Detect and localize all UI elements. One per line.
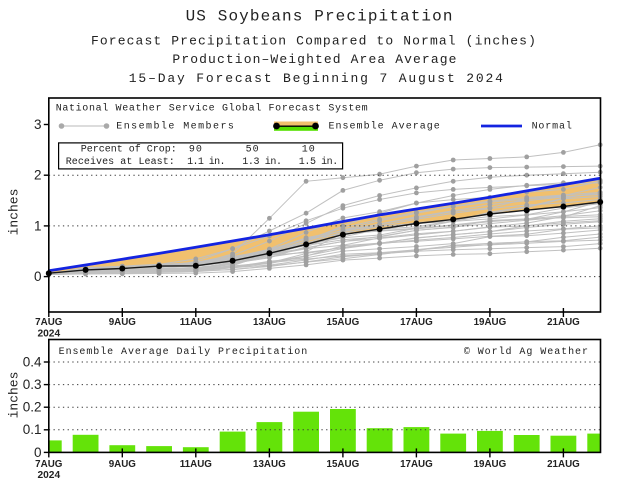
svg-text:90: 90 <box>189 145 203 156</box>
svg-text:17AUG: 17AUG <box>400 459 433 470</box>
svg-text:Production–Weighted Area Avera: Production–Weighted Area Average <box>172 52 457 67</box>
svg-text:1.5 in.: 1.5 in. <box>299 156 338 168</box>
svg-text:9AUG: 9AUG <box>109 317 137 328</box>
svg-text:inches: inches <box>7 189 22 236</box>
svg-text:Ensemble Average: Ensemble Average <box>328 120 440 132</box>
svg-text:Percent of Crop:: Percent of Crop: <box>81 144 177 156</box>
svg-text:7AUG: 7AUG <box>35 317 63 328</box>
svg-text:0.1: 0.1 <box>23 422 42 437</box>
svg-text:19AUG: 19AUG <box>474 459 507 470</box>
svg-text:Ensemble Members: Ensemble Members <box>116 120 235 132</box>
svg-text:13AUG: 13AUG <box>253 317 286 328</box>
svg-text:10: 10 <box>302 145 316 156</box>
svg-text:17AUG: 17AUG <box>400 317 433 328</box>
svg-text:0.4: 0.4 <box>23 354 42 369</box>
svg-text:Forecast Precipitation Compare: Forecast Precipitation Compared to Norma… <box>91 33 537 48</box>
svg-text:19AUG: 19AUG <box>474 317 507 328</box>
svg-text:2024: 2024 <box>37 328 60 339</box>
svg-text:0.3: 0.3 <box>23 377 42 392</box>
svg-text:15AUG: 15AUG <box>327 459 360 470</box>
svg-text:11AUG: 11AUG <box>180 317 213 328</box>
svg-text:Normal: Normal <box>532 120 573 132</box>
svg-text:15AUG: 15AUG <box>327 317 360 328</box>
svg-text:3: 3 <box>34 117 42 132</box>
svg-text:0: 0 <box>34 269 42 284</box>
svg-text:0.2: 0.2 <box>23 400 42 415</box>
svg-text:9AUG: 9AUG <box>109 459 137 470</box>
svg-text:50: 50 <box>246 145 260 156</box>
svg-text:Receives at Least:: Receives at Least: <box>66 156 175 168</box>
svg-text:2: 2 <box>34 168 42 183</box>
svg-text:inches: inches <box>7 372 22 419</box>
svg-text:National Weather Service Globa: National Weather Service Global Forecast… <box>56 103 369 115</box>
svg-text:© World Ag Weather: © World Ag Weather <box>464 346 589 358</box>
svg-text:Ensemble Average Daily Precipi: Ensemble Average Daily Precipitation <box>59 346 309 358</box>
svg-text:1.3 in.: 1.3 in. <box>242 156 281 168</box>
svg-text:1: 1 <box>34 218 42 233</box>
svg-text:7AUG: 7AUG <box>35 459 63 470</box>
svg-text:15–Day Forecast Beginning 7 Au: 15–Day Forecast Beginning 7 August 2024 <box>129 71 505 86</box>
svg-text:21AUG: 21AUG <box>547 317 580 328</box>
svg-text:0: 0 <box>34 445 42 460</box>
svg-text:21AUG: 21AUG <box>547 459 580 470</box>
svg-text:13AUG: 13AUG <box>253 459 286 470</box>
svg-text:11AUG: 11AUG <box>180 459 213 470</box>
svg-text:1.1 in.: 1.1 in. <box>187 156 225 168</box>
svg-text:2024: 2024 <box>37 470 60 481</box>
svg-text:US Soybeans Precipitation: US Soybeans Precipitation <box>186 8 454 26</box>
